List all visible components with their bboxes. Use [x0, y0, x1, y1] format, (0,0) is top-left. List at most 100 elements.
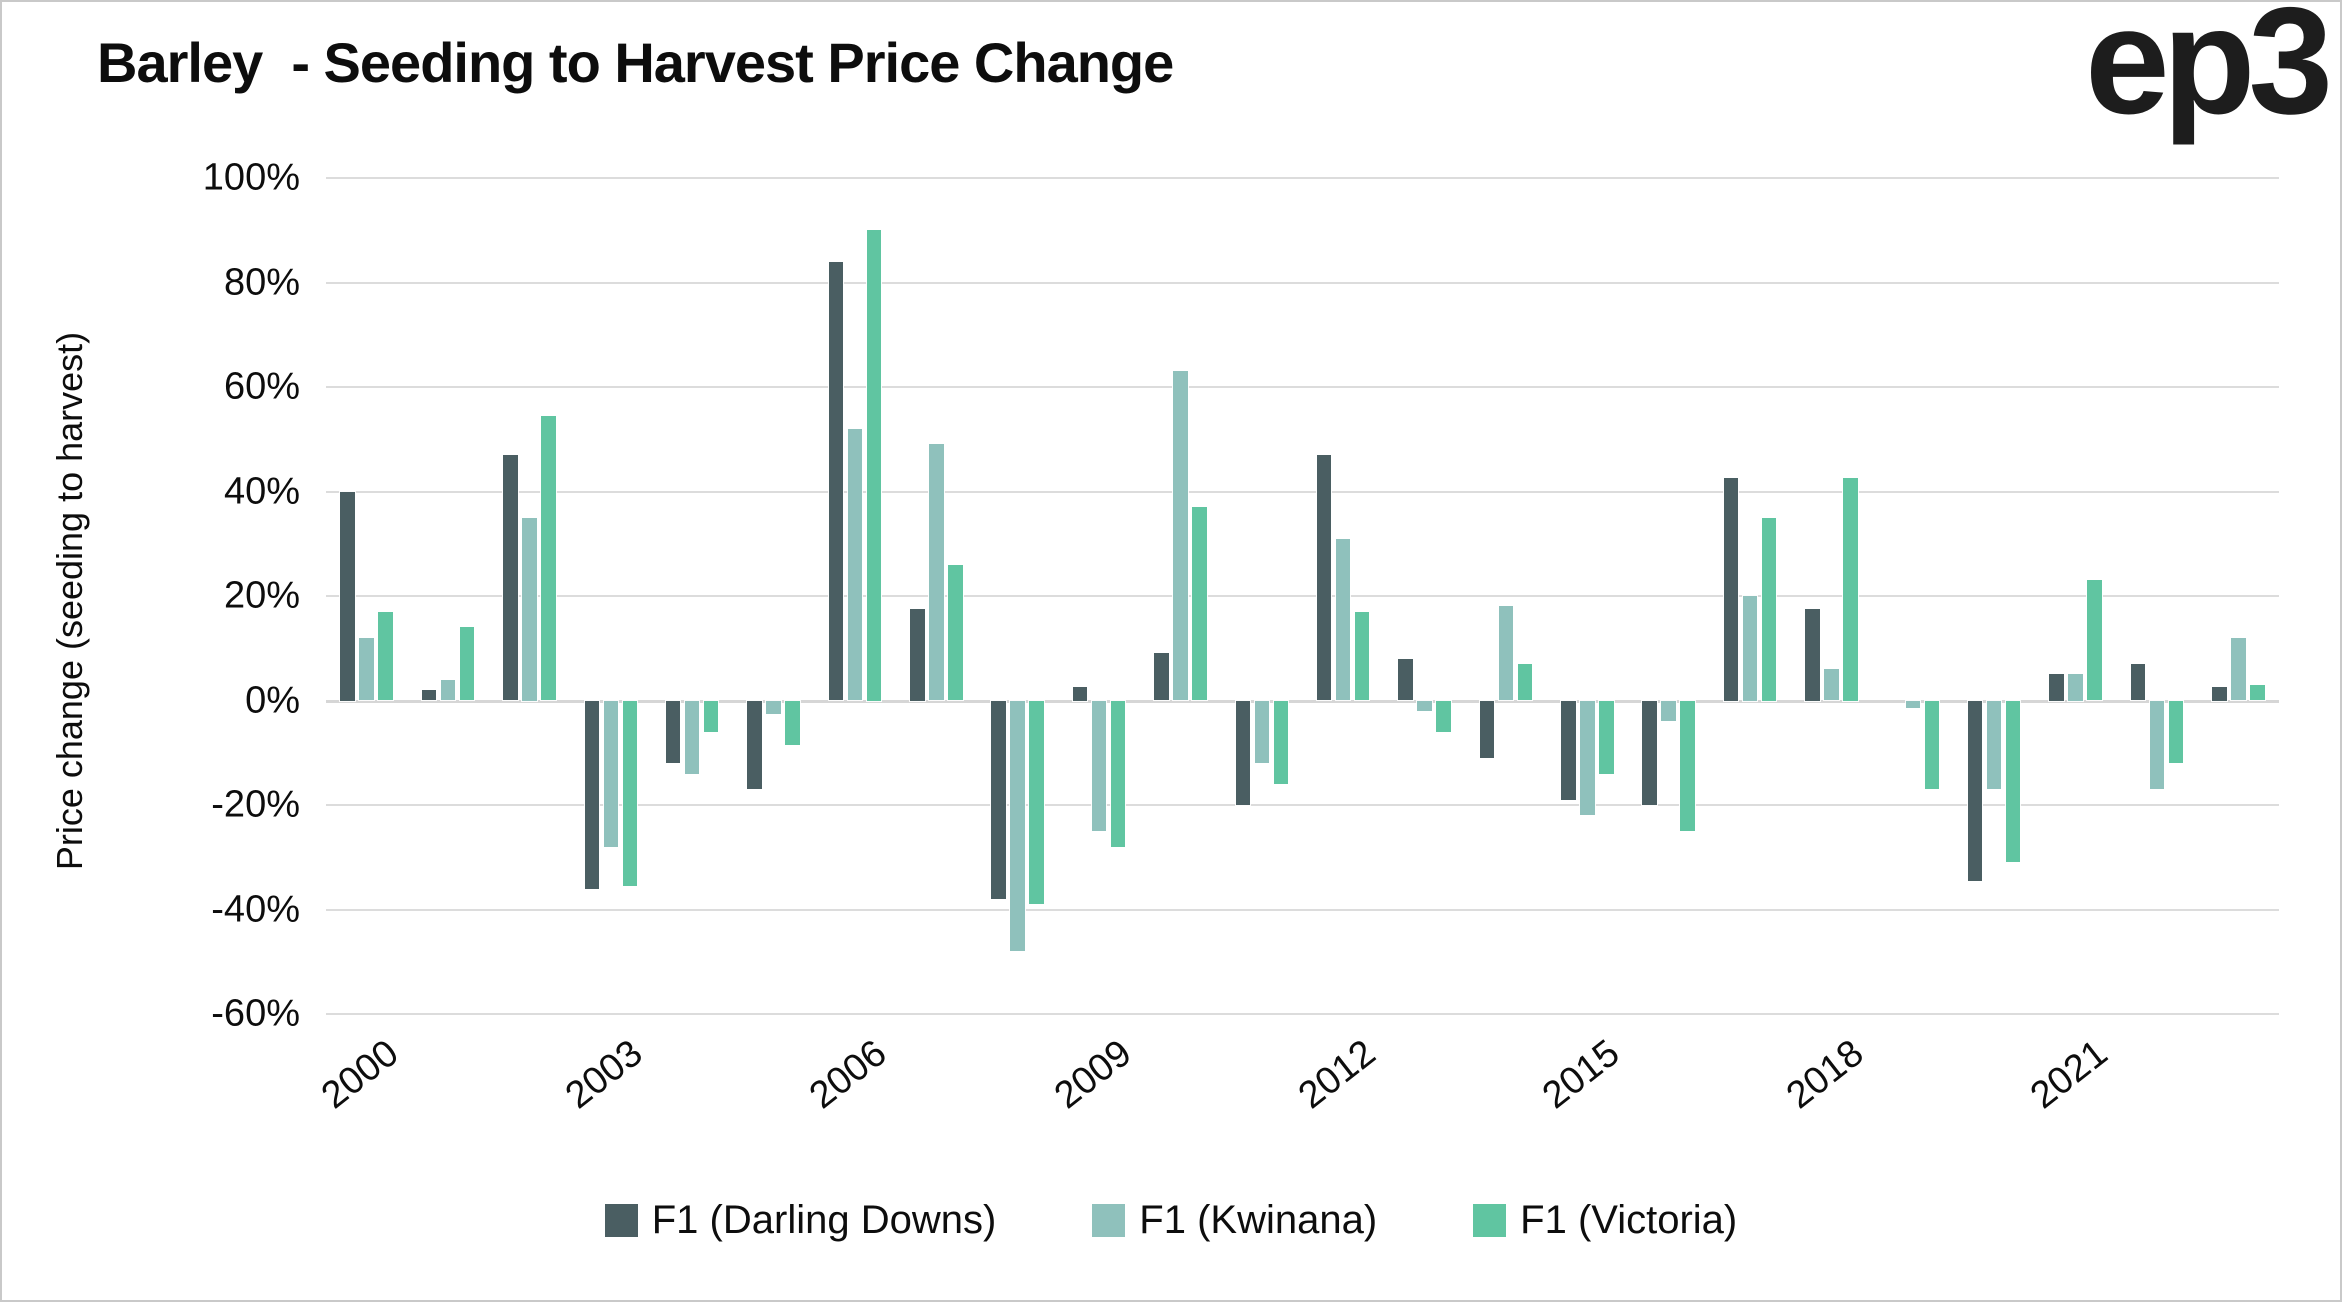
bar-f1-darling-downs--2003 — [583, 699, 601, 890]
bar-f1-kwinana--2017 — [1741, 595, 1759, 702]
chart-title: Barley - Seeding to Harvest Price Change — [97, 31, 1174, 94]
bar-f1-kwinana--2016 — [1660, 699, 1677, 723]
bar-f1-kwinana--2013 — [1416, 699, 1433, 712]
bar-f1-kwinana--2019 — [1904, 699, 1922, 710]
bar-f1-victoria--2009 — [1109, 699, 1127, 848]
gridline — [326, 908, 2279, 911]
bar-f1-kwinana--2011 — [1253, 699, 1271, 765]
bar-f1-victoria--2011 — [1272, 699, 1290, 786]
bar-f1-darling-downs--2012 — [1315, 453, 1333, 702]
legend-swatch-victoria — [1473, 1204, 1507, 1237]
plot-area — [326, 177, 2279, 1015]
gridline — [326, 595, 2279, 597]
bar-f1-darling-downs--2015 — [1560, 699, 1577, 801]
y-tick-label: -40% — [211, 888, 300, 930]
y-tick-label: -20% — [211, 783, 300, 826]
legend-label: F1 (Victoria) — [1520, 1198, 1738, 1242]
x-tick-label-2006: 2006 — [802, 1032, 895, 1118]
bar-f1-victoria--2006 — [865, 229, 883, 702]
bar-f1-darling-downs--2017 — [1722, 477, 1740, 702]
bar-f1-darling-downs--2014 — [1478, 699, 1496, 759]
legend: F1 (Darling Downs) F1 (Kwinana) F1 (Vict… — [2, 1198, 2340, 1243]
bar-f1-victoria--2018 — [1842, 477, 1859, 702]
y-tick-label: 60% — [223, 365, 300, 408]
legend-label: F1 (Darling Downs) — [651, 1198, 997, 1242]
y-tick-label: 20% — [223, 574, 300, 617]
bar-f1-kwinana--2010 — [1172, 370, 1189, 702]
bar-f1-kwinana--2003 — [602, 699, 620, 848]
bar-f1-victoria--2014 — [1516, 662, 1534, 702]
gridline — [326, 281, 2279, 284]
bar-f1-darling-downs--2001 — [420, 689, 438, 702]
bar-f1-victoria--2023 — [2249, 683, 2266, 702]
bar-f1-kwinana--2005 — [765, 699, 782, 715]
ep3-logo: ep3 — [2085, 0, 2333, 146]
bar-f1-victoria--2008 — [1028, 699, 1045, 906]
bar-f1-victoria--2012 — [1353, 610, 1371, 702]
bar-f1-kwinana--2001 — [439, 678, 457, 702]
bar-f1-kwinana--2002 — [521, 516, 538, 702]
bar-f1-kwinana--2012 — [1334, 537, 1352, 702]
bar-f1-darling-downs--2002 — [502, 453, 519, 702]
bar-f1-darling-downs--2022 — [2129, 662, 2147, 702]
bar-f1-darling-downs--2018 — [1804, 608, 1821, 702]
x-tick-label-2000: 2000 — [314, 1032, 407, 1118]
bar-f1-victoria--2003 — [621, 699, 639, 887]
gridline — [326, 490, 2279, 493]
bar-f1-kwinana--2004 — [683, 699, 701, 775]
bar-f1-darling-downs--2008 — [990, 699, 1007, 901]
y-tick-label: 40% — [223, 470, 300, 512]
bar-f1-darling-downs--2009 — [1071, 686, 1089, 702]
x-tick-label-2009: 2009 — [1046, 1032, 1139, 1118]
legend-item-victoria: F1 (Victoria) — [1473, 1198, 1737, 1243]
bar-f1-victoria--2019 — [1923, 699, 1941, 791]
bar-f1-darling-downs--2007 — [909, 608, 926, 702]
x-tick-label-2018: 2018 — [1778, 1032, 1872, 1118]
bar-f1-darling-downs--2016 — [1641, 699, 1658, 806]
bar-f1-victoria--2004 — [702, 699, 720, 733]
x-tick-label-2015: 2015 — [1534, 1032, 1628, 1118]
bar-f1-darling-downs--2006 — [827, 260, 845, 702]
y-tick-label: 100% — [202, 156, 300, 199]
bar-f1-victoria--2000 — [377, 610, 394, 702]
bar-f1-darling-downs--2005 — [746, 699, 763, 791]
bar-f1-kwinana--2021 — [2067, 673, 2084, 702]
bar-f1-victoria--2005 — [784, 699, 801, 746]
bar-f1-victoria--2007 — [947, 563, 964, 702]
legend-item-kwinana: F1 (Kwinana) — [1092, 1198, 1377, 1243]
x-tick-label-2003: 2003 — [558, 1032, 651, 1118]
bar-f1-darling-downs--2010 — [1153, 652, 1170, 702]
bar-f1-victoria--2022 — [2167, 699, 2185, 765]
legend-label: F1 (Kwinana) — [1139, 1198, 1378, 1242]
bar-f1-victoria--2015 — [1598, 699, 1615, 775]
bar-f1-victoria--2010 — [1191, 506, 1208, 702]
y-tick-label: 80% — [223, 261, 300, 303]
bar-f1-kwinana--2020 — [1985, 699, 2003, 791]
y-tick-label: -60% — [211, 992, 300, 1035]
bar-f1-kwinana--2015 — [1579, 699, 1596, 817]
gridline — [326, 804, 2279, 806]
bar-f1-kwinana--2008 — [1009, 699, 1026, 953]
bar-f1-darling-downs--2021 — [2048, 673, 2065, 702]
bar-f1-kwinana--2018 — [1823, 668, 1840, 702]
x-tick-label-2012: 2012 — [1290, 1032, 1384, 1118]
bar-f1-darling-downs--2011 — [1234, 699, 1252, 806]
legend-item-darling-downs: F1 (Darling Downs) — [604, 1198, 997, 1243]
bar-f1-victoria--2013 — [1435, 699, 1452, 733]
gridline-zero — [326, 699, 2279, 703]
bar-f1-kwinana--2022 — [2148, 699, 2166, 791]
bar-f1-victoria--2020 — [2004, 699, 2022, 864]
bar-f1-darling-downs--2000 — [339, 490, 356, 702]
legend-swatch-darling-downs — [604, 1204, 638, 1237]
bar-f1-darling-downs--2020 — [1966, 699, 1984, 882]
bar-f1-victoria--2016 — [1679, 699, 1696, 833]
x-tick-label-2021: 2021 — [2022, 1032, 2116, 1118]
bar-f1-kwinana--2023 — [2230, 636, 2247, 702]
bar-f1-darling-downs--2013 — [1397, 657, 1414, 702]
y-tick-label: 0% — [245, 679, 300, 721]
bar-f1-darling-downs--2023 — [2211, 686, 2228, 702]
gridline — [326, 177, 2279, 179]
bar-f1-victoria--2021 — [2086, 579, 2103, 702]
gridline — [326, 386, 2279, 388]
